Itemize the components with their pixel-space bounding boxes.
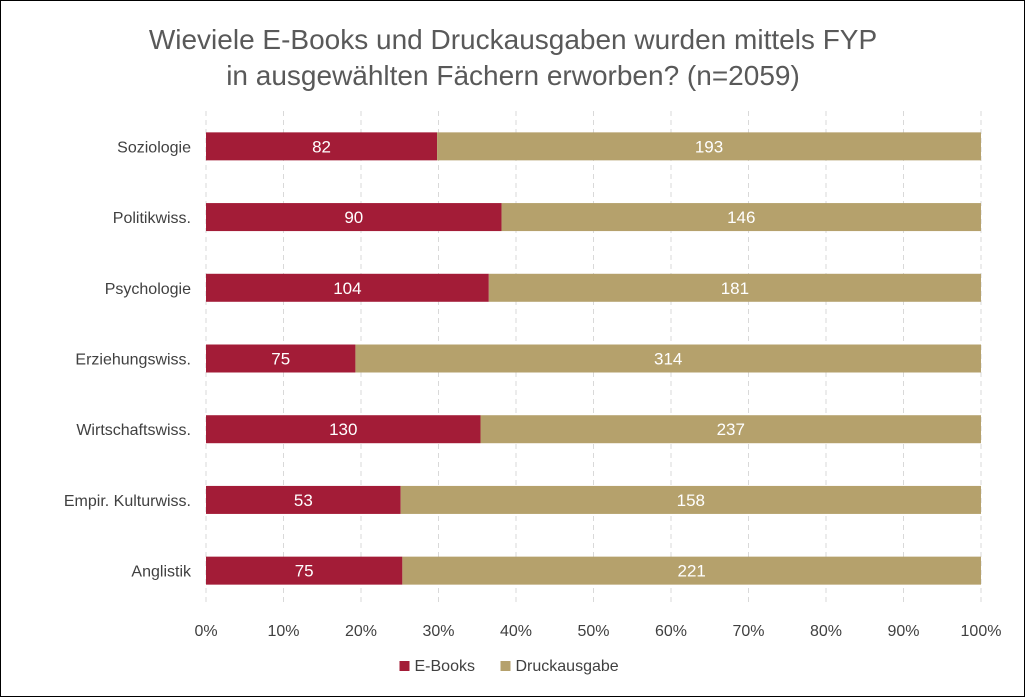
bar-value-label: 181 [721, 279, 749, 298]
data-labels: 82 193 90 146 104 181 75 314 130 237 53 158 75 221 [271, 137, 755, 580]
bar-value-label: 75 [271, 350, 290, 369]
bar-segment [206, 344, 356, 373]
bar-value-label: 146 [727, 208, 755, 227]
bar-segment [206, 203, 502, 232]
bar-segment [400, 485, 982, 514]
category-label: Wirtschaftswiss. [76, 422, 191, 439]
x-tick-label: 70% [732, 623, 764, 640]
bar-value-label: 82 [312, 137, 331, 156]
x-tick-label: 80% [810, 623, 842, 640]
category-label: Empir. Kulturwiss. [64, 493, 191, 510]
bar-segment [206, 485, 401, 514]
chart-title-line-1: Wieviele E-Books und Druckausgaben wurde… [149, 24, 877, 55]
x-tick-label: 0% [194, 623, 217, 640]
bar-segment [206, 556, 403, 585]
bar-value-label: 130 [329, 420, 357, 439]
bar-value-label: 193 [695, 137, 723, 156]
bar-value-label: 53 [294, 491, 313, 510]
bar-segment [206, 132, 438, 161]
x-tick-label: 40% [500, 623, 532, 640]
x-tick-label: 50% [577, 623, 609, 640]
legend-label: Druckausgabe [516, 658, 619, 675]
category-label: Erziehungswiss. [75, 352, 191, 369]
legend: E-Books Druckausgabe [399, 658, 619, 675]
category-label: Anglistik [131, 564, 192, 581]
bar-segment [437, 132, 981, 161]
x-tick-label: 60% [655, 623, 687, 640]
x-tick-label: 30% [422, 623, 454, 640]
x-tick-label: 90% [887, 623, 919, 640]
x-tick-label: 100% [961, 623, 1002, 640]
legend-label: E-Books [415, 658, 475, 675]
bar-value-label: 237 [717, 420, 745, 439]
chart-title-line-2: in ausgewählten Fächern erworben? (n=205… [226, 60, 800, 91]
bar-segment [206, 273, 489, 302]
bar-segment [355, 344, 981, 373]
bar-value-label: 314 [654, 350, 682, 369]
category-label: Politikwiss. [113, 210, 191, 227]
bar-segment [402, 556, 981, 585]
bar-segment [480, 415, 981, 444]
bar-segment [488, 273, 981, 302]
bars [206, 132, 982, 585]
bar-segment [501, 203, 981, 232]
bar-value-label: 104 [333, 279, 361, 298]
x-tick-label: 10% [267, 623, 299, 640]
legend-swatch [399, 661, 410, 671]
bar-value-label: 75 [295, 562, 314, 581]
category-label: Psychologie [105, 281, 191, 298]
category-label: Soziologie [117, 139, 191, 156]
chart-title: Wieviele E-Books und Druckausgaben wurde… [149, 24, 877, 91]
legend-swatch [500, 661, 511, 671]
bar-value-label: 90 [344, 208, 363, 227]
bar-segment [206, 415, 481, 444]
bar-value-label: 221 [677, 562, 705, 581]
bar-value-label: 158 [677, 491, 705, 510]
value-axis-tick-labels: 0% 10% 20% 30% 40% 50% 60% 70% 80% 90% 100% [194, 623, 1001, 640]
category-axis-labels: Soziologie Politikwiss. Psychologie Erziehu… [64, 139, 192, 580]
x-tick-label: 20% [345, 623, 377, 640]
